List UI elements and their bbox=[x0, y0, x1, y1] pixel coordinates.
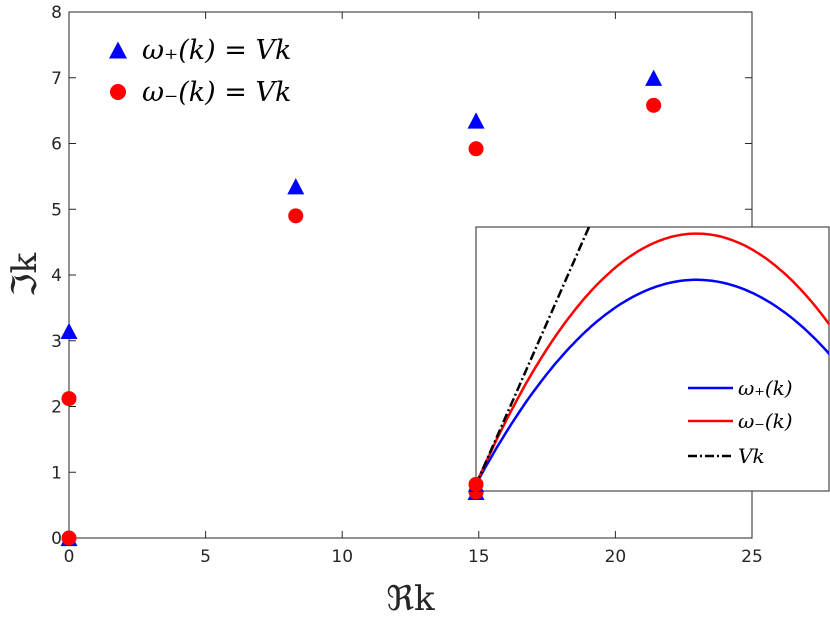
x-tick-label: 5 bbox=[200, 547, 211, 567]
x-tick-label: 15 bbox=[468, 547, 490, 567]
inset-curves bbox=[476, 227, 829, 485]
x-tick-label: 10 bbox=[331, 547, 353, 567]
y-tick-label: 8 bbox=[51, 3, 62, 23]
inset-curve-omega-minus bbox=[476, 232, 829, 485]
y-tick-label: 7 bbox=[51, 69, 62, 89]
inset-frame bbox=[475, 226, 830, 492]
y-tick-label: 3 bbox=[51, 332, 62, 352]
y-tick-label: 0 bbox=[51, 529, 62, 549]
inset-legend-label-omega-minus: ω₋(k) bbox=[738, 409, 793, 433]
inset-legend-label-vk: Vk bbox=[738, 444, 765, 468]
inset-plot: ω₊(k) ω₋(k) Vk bbox=[468, 226, 830, 492]
triangle-point bbox=[287, 178, 305, 195]
inset-legend-label-omega-plus: ω₊(k) bbox=[738, 376, 793, 400]
legend-circle-marker bbox=[110, 84, 126, 100]
circle-point bbox=[468, 141, 484, 157]
legend-label-omega-minus: ω₋(k) = Vk bbox=[142, 77, 291, 108]
circle-point bbox=[646, 97, 662, 113]
triangle-point bbox=[645, 69, 663, 86]
y-tick-label: 4 bbox=[51, 266, 62, 286]
legend-label-omega-plus: ω₊(k) = Vk bbox=[142, 35, 291, 66]
circle-point bbox=[61, 391, 77, 407]
y-tick-label: 2 bbox=[51, 398, 62, 418]
inset-circle-point bbox=[468, 476, 484, 492]
x-tick-label: 20 bbox=[605, 547, 627, 567]
y-tick-label: 5 bbox=[51, 200, 62, 220]
triangle-point bbox=[60, 322, 78, 339]
x-tick-label: 25 bbox=[741, 547, 763, 567]
y-tick-label: 6 bbox=[51, 135, 62, 155]
legend-triangle-marker bbox=[109, 41, 127, 59]
x-tick-label: 0 bbox=[64, 547, 75, 567]
triangle-point bbox=[467, 112, 485, 129]
circle-point bbox=[61, 530, 77, 546]
x-axis-label: ℜk bbox=[386, 579, 435, 619]
inset-curve-omega-plus bbox=[476, 278, 829, 485]
y-tick-label: 1 bbox=[51, 463, 62, 483]
circle-point bbox=[288, 208, 304, 224]
y-axis-label: ℑk bbox=[5, 252, 45, 297]
